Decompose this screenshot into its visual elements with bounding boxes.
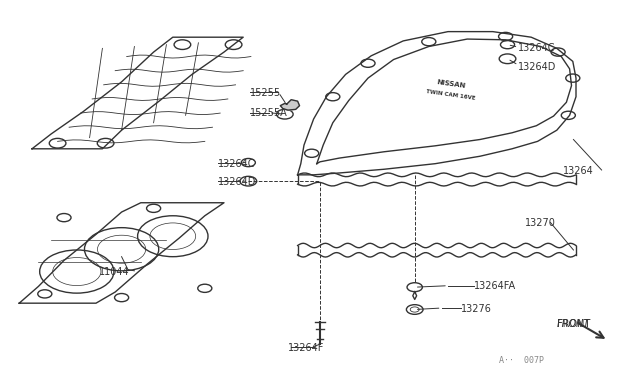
Text: FRONT: FRONT [557,319,590,328]
Text: 13264D: 13264D [218,177,256,187]
Text: 13264D: 13264D [518,62,557,72]
Text: NISSAN: NISSAN [436,79,466,89]
Text: 13264C: 13264C [218,159,255,169]
Text: 13276: 13276 [461,304,492,314]
Text: 15255A: 15255A [250,109,287,118]
Text: 13264F: 13264F [288,343,324,353]
Text: TWIN CAM 16VE: TWIN CAM 16VE [426,89,476,101]
Text: 11044: 11044 [99,267,130,276]
Text: FRONT: FRONT [557,319,590,328]
Text: 13264FA: 13264FA [474,282,516,291]
Polygon shape [280,100,300,110]
Text: 13264: 13264 [563,166,594,176]
Text: A··  007P: A·· 007P [499,356,544,365]
Text: 13264C: 13264C [518,44,556,53]
Text: 15255: 15255 [250,88,281,98]
Text: 13270: 13270 [525,218,556,228]
